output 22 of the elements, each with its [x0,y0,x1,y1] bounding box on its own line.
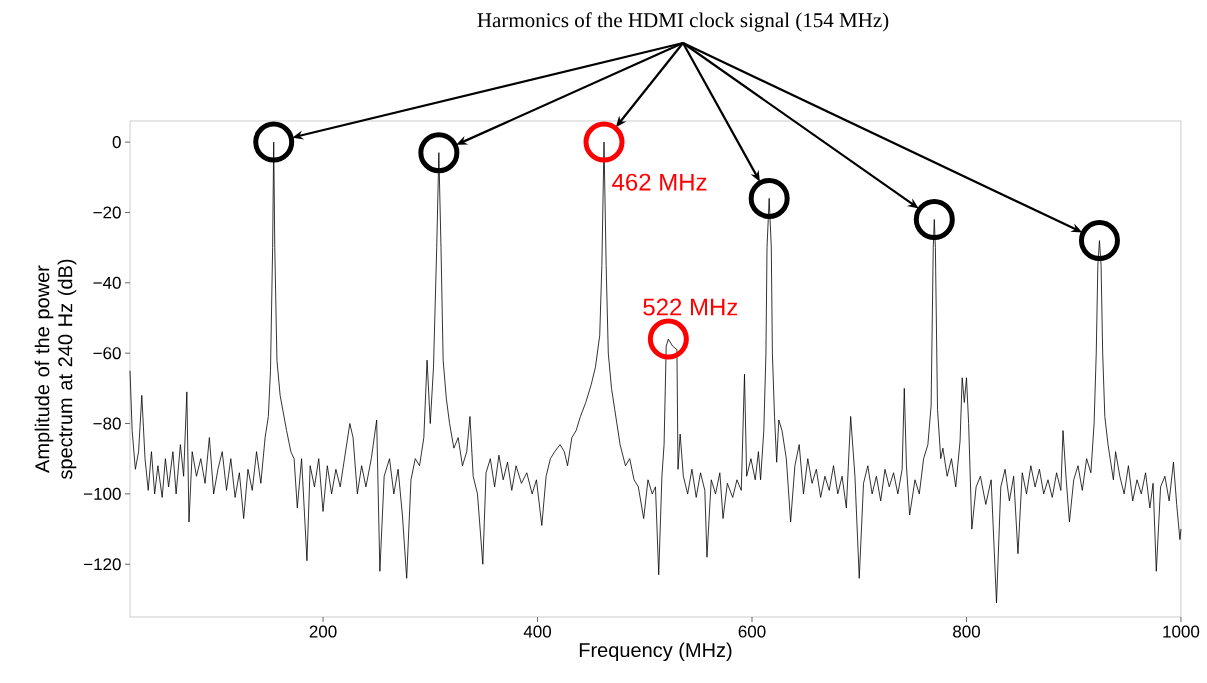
x-tick-label: 1000 [1163,625,1200,638]
y-tick-label: −100 [84,487,121,500]
chart-title: Harmonics of the HDMI clock signal (154 MHz) [477,12,889,32]
y-tick-label: −60 [93,347,121,360]
annotation: 462 MHz [612,173,707,191]
y-tick-label: −80 [93,417,121,430]
y-tick-label: −40 [93,276,121,289]
point [748,177,790,219]
y-tick-label: −120 [84,558,121,571]
x-tick-label: 800 [953,625,980,638]
x-axis-title: Frequency (MHz) [579,642,732,662]
y-axis-title: Amplitude of the power spectrum at 240 Hz (dB) [34,259,77,480]
x-tick-label: 400 [523,625,552,638]
point [1078,220,1120,262]
x-tick-label: 200 [309,625,337,638]
x-tick-label: 600 [738,625,766,638]
y-tick-label: 0 [112,136,121,149]
y-tick-label: −20 [93,206,121,219]
point [253,121,295,163]
annotation: 522 MHz [643,298,738,316]
point [913,198,955,240]
point [418,132,460,174]
